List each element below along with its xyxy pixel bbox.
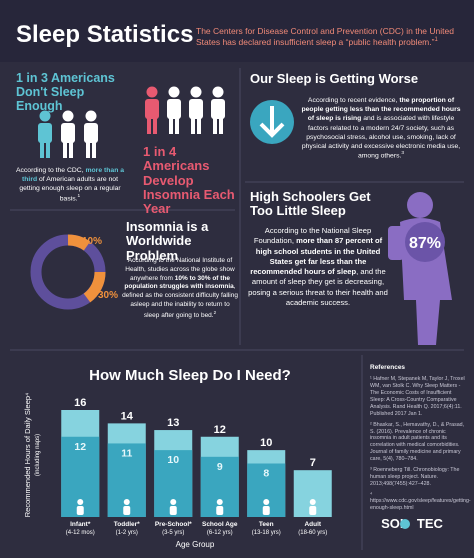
bar-icon — [216, 506, 224, 515]
section-text: According to the National Institute of H… — [122, 257, 238, 321]
badge-circle — [405, 222, 445, 262]
bar-icon — [123, 506, 131, 515]
value-label: 11 — [121, 447, 132, 459]
x-tick-sublabel: (13-18 yrs) — [252, 530, 281, 536]
down-arrow-icon — [250, 100, 294, 144]
text: of American adults are not getting enoug… — [19, 176, 121, 202]
reference: ² Bhaskar, S., Hemavathy, D., & Prasad, … — [370, 421, 465, 463]
stat-text: According to the CDC, more than a third … — [14, 166, 126, 203]
section-title: Insomnia is a Worldwide Problem — [126, 219, 209, 263]
section-title: Our Sleep is Getting Worse — [250, 71, 419, 86]
x-tick-label: Pre-School* — [155, 521, 192, 528]
references-title: References — [370, 364, 406, 371]
donut-label: 10% — [82, 236, 102, 247]
x-tick-sublabel: (18-60 yrs) — [298, 530, 327, 536]
value-label: 14 — [121, 410, 134, 422]
bar — [154, 450, 193, 517]
bar-icon — [170, 499, 177, 505]
text: , and the amount of sleep they get is de… — [248, 267, 388, 307]
text: According to the National Sleep Foundati… — [253, 226, 372, 246]
bar-icon — [77, 499, 84, 505]
value-label: 8 — [263, 468, 269, 480]
text: According to recent evidence, — [307, 97, 400, 104]
value-label: 9 — [217, 461, 223, 473]
text-bold: 10% to 30% of the population struggles w… — [124, 274, 234, 291]
text-bold: more than 87 percent of high school stud… — [250, 236, 383, 276]
donut-label: 30% — [98, 290, 118, 301]
reference: ³ Roenneberg Till. Chronobiology: The hu… — [370, 466, 460, 487]
x-tick-sublabel: (1-2 yrs) — [116, 530, 138, 536]
reference-list: ¹ Hafner M, Stepanek M, Taylor J, Troxel… — [370, 376, 471, 512]
value-label: 13 — [167, 417, 179, 429]
bar-icon — [263, 499, 270, 505]
header-band — [0, 0, 474, 62]
ref-mark: 1 — [434, 37, 438, 44]
section-title: High Schoolers Get Too Little Sleep — [250, 189, 371, 219]
value-label: 10 — [167, 454, 179, 466]
section-text: According to the National Sleep Foundati… — [248, 226, 388, 308]
donut — [30, 234, 106, 310]
stat-title: 1 in 3 Americans Don't Sleep Enough — [16, 71, 115, 113]
value-label: 16 — [74, 397, 86, 409]
ref-mark: 3 — [401, 151, 405, 157]
text-bold: more than a third — [22, 167, 125, 184]
value-label: 10 — [260, 437, 272, 449]
y-axis-label: Recommended Hours of Daily Sleep⁴ — [23, 393, 32, 518]
logo-part: TEC — [417, 516, 444, 531]
text: and is associated with lifestyle factors… — [301, 115, 461, 160]
bar-icon — [262, 506, 270, 515]
references: References ¹ Hafner M, Stepanek M, Taylo… — [370, 364, 471, 516]
ref-mark: 2 — [213, 309, 217, 315]
bar-icon — [123, 499, 130, 505]
ref-mark: 1 — [77, 193, 81, 199]
text: According to the CDC, — [15, 167, 86, 174]
bar-icon — [309, 499, 316, 505]
text: , defined as the consistent difficulty f… — [122, 283, 238, 319]
y-axis-label: (including naps) — [35, 434, 41, 476]
reference: ⁴ https://www.cdc.gov/sleep/features/get… — [370, 491, 471, 512]
logo: SOL TEC — [381, 516, 443, 531]
chart-title: How Much Sleep Do I Need? — [89, 367, 291, 384]
x-tick-label: Teen — [259, 521, 274, 528]
x-tick-sublabel: (6-12 yrs) — [207, 530, 233, 536]
x-axis-label: Age Group — [176, 540, 215, 549]
intro: The Centers for Disease Control and Prev… — [196, 26, 464, 48]
page-title: Sleep Statistics — [16, 21, 194, 48]
x-tick-label: School Age — [202, 521, 238, 528]
value-label: 7 — [310, 457, 316, 469]
section-text: According to recent evidence, the propor… — [298, 96, 464, 160]
text: According to the National Institute of H… — [125, 257, 235, 282]
x-tick-sublabel: (4-12 mos) — [66, 530, 95, 536]
x-tick-label: Infant* — [70, 521, 91, 528]
logo-icon — [400, 519, 410, 529]
bar-icon — [309, 506, 317, 515]
bar-icon — [216, 499, 223, 505]
bar-icon — [76, 506, 84, 515]
x-tick-label: Toddler* — [114, 521, 140, 528]
reference: ¹ Hafner M, Stepanek M, Taylor J, Troxel… — [370, 376, 465, 417]
intro-text: The Centers for Disease Control and Prev… — [196, 26, 454, 48]
value-label: 12 — [214, 424, 226, 436]
stat-title: 1 in 4 Americans Develop Insomnia Each Y… — [143, 144, 235, 217]
text-bold: the proportion of people getting less th… — [301, 97, 461, 123]
x-tick-sublabel: (3-5 yrs) — [162, 530, 184, 536]
student-silhouette — [388, 192, 452, 345]
badge: 87% — [409, 235, 441, 252]
x-tick-label: Adult — [304, 521, 321, 528]
bar-icon — [169, 506, 177, 515]
value-label: 12 — [74, 441, 86, 453]
